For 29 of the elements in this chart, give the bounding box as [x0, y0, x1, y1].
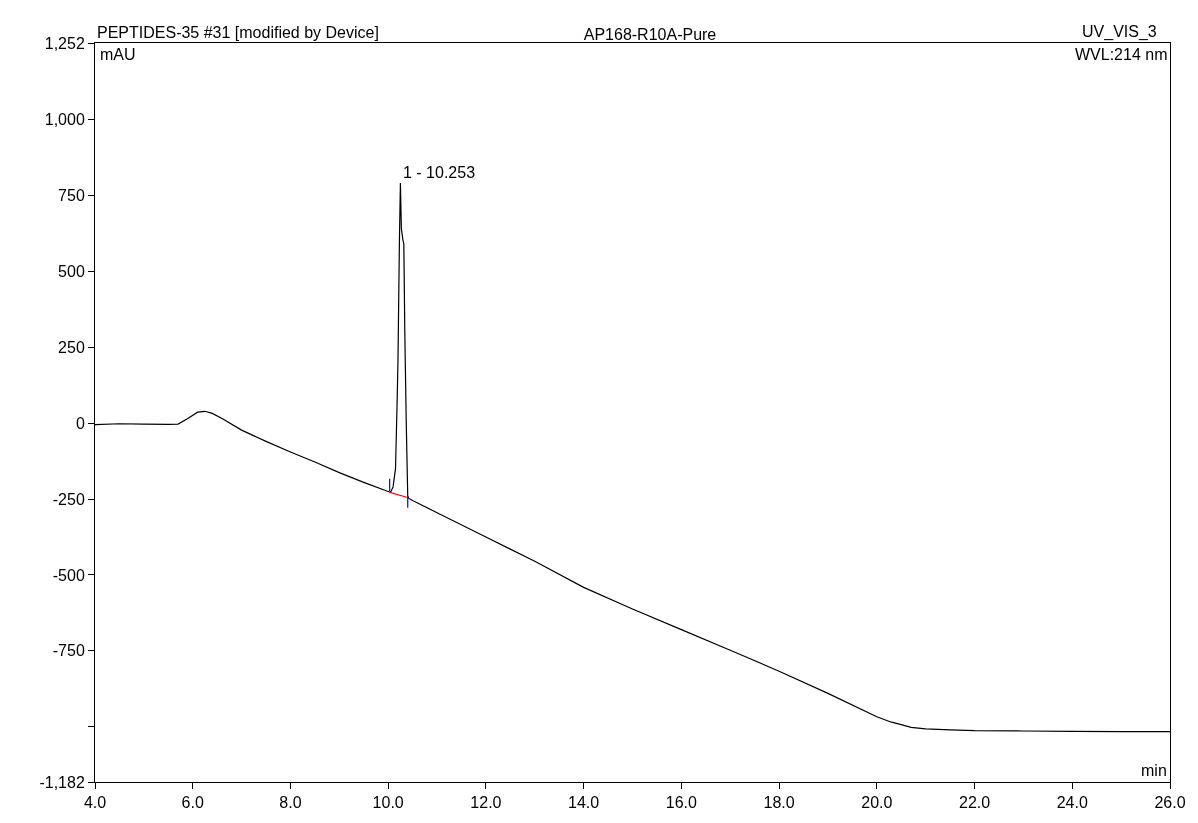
- x-tick-label: 14.0: [568, 794, 600, 812]
- x-tick-label: 4.0: [83, 794, 107, 812]
- y-tick-label: 1,000: [44, 111, 85, 129]
- y-tick-label: 1,252: [44, 34, 85, 52]
- y-tick-label: 0: [75, 414, 85, 432]
- annotation: 1 - 10.253: [403, 164, 476, 181]
- x-tick-label: 26.0: [1154, 794, 1186, 812]
- x-tick-label: 20.0: [861, 794, 893, 812]
- x-tick-label: 12.0: [470, 794, 502, 812]
- y-tick-label: 250: [58, 338, 85, 356]
- x-tick-label: 10.0: [372, 794, 404, 812]
- annotation: WVL:214 nm: [1075, 46, 1168, 63]
- text: UV_VIS_3: [1082, 23, 1157, 41]
- x-tick-label: 18.0: [763, 794, 795, 812]
- y-tick-label: 500: [58, 262, 85, 280]
- y-tick-label: -500: [52, 566, 85, 584]
- x-tick-label: 22.0: [958, 794, 991, 812]
- text: PEPTIDES-35 #31 [modified by Device]: [97, 24, 379, 41]
- chart-title: AP168-R10A-Pure: [583, 26, 717, 43]
- y-axis-title: mAU: [100, 46, 136, 63]
- x-tick-label: 16.0: [665, 794, 698, 812]
- x-tick-label: 24.0: [1056, 794, 1088, 812]
- y-tick-label: -250: [52, 490, 85, 508]
- y-tick-label: -1,182: [39, 773, 85, 791]
- x-axis-title: min: [1141, 762, 1167, 779]
- y-tick-label: 750: [58, 187, 85, 205]
- y-tick-label: -750: [52, 642, 85, 660]
- x-tick-label: 8.0: [279, 794, 302, 812]
- x-tick-label: 6.0: [181, 794, 204, 812]
